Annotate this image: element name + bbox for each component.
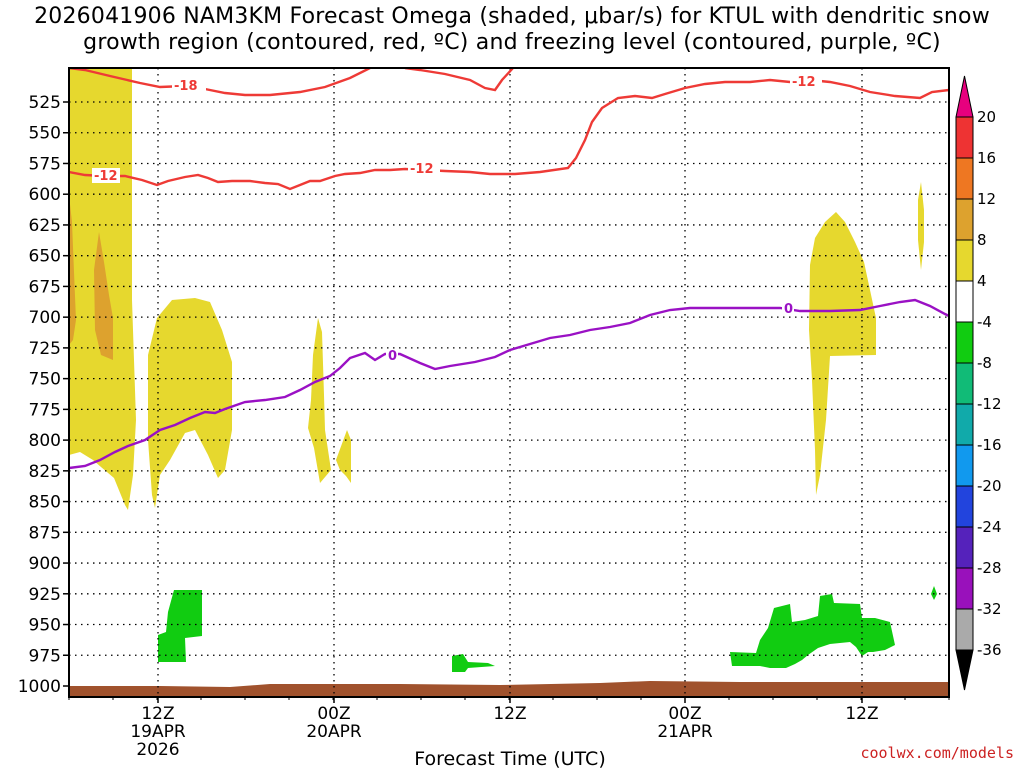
y-tick-label: 800 xyxy=(29,431,61,451)
omega-area-green-west xyxy=(158,590,202,662)
y-tick-label: 650 xyxy=(29,247,61,267)
colorbar-label: -8 xyxy=(977,354,992,372)
y-tick-label: 725 xyxy=(29,339,61,359)
terrain-surface xyxy=(69,681,949,697)
colorbar-top-arrow xyxy=(955,75,974,118)
colorbar-label: -32 xyxy=(977,600,1002,618)
colorbar-swatch xyxy=(955,362,974,405)
colorbar-bottom-arrow xyxy=(955,649,974,691)
omega-area-west-lobe xyxy=(148,298,232,508)
y-tick-label: 550 xyxy=(29,124,61,144)
omega-area-east-column xyxy=(809,212,876,495)
omega-area-midday-streak xyxy=(308,318,331,483)
omega-area-green-speck xyxy=(931,586,937,600)
y-axis: 525 550 575 600 625 650 675 700 725 750 775 800 825 8… xyxy=(18,93,69,697)
colorbar-swatch xyxy=(955,485,974,528)
omega-area-east-sliver xyxy=(918,182,924,270)
omega-shading-yellow xyxy=(69,68,924,510)
y-tick-label: 850 xyxy=(29,493,61,513)
omega-shading-orange xyxy=(69,195,113,360)
x-tick-label: 12Z xyxy=(493,704,526,724)
x-axis-title: Forecast Time (UTC) xyxy=(414,748,605,768)
colorbar-label: -24 xyxy=(977,518,1002,536)
y-tick-label: 525 xyxy=(29,93,61,113)
x-tick-label: 20APR xyxy=(306,722,362,742)
y-tick-label: 875 xyxy=(29,523,61,543)
colorbar-label: -36 xyxy=(977,641,1002,659)
chart-title-line1: 2026041906 NAM3KM Forecast Omega (shaded… xyxy=(34,4,990,29)
chart-title: 2026041906 NAM3KM Forecast Omega (shaded… xyxy=(0,4,1024,56)
credit-text: coolwx.com/models xyxy=(860,744,1014,762)
colorbar-swatch xyxy=(955,444,974,487)
contour-label-zero-b: 0 xyxy=(784,302,793,317)
omega-shading-green xyxy=(158,586,937,672)
colorbar-swatch xyxy=(955,321,974,364)
contour-label-minus12-a: -12 xyxy=(94,169,118,184)
colorbar-label: -16 xyxy=(977,436,1002,454)
colorbar-swatch xyxy=(955,567,974,610)
y-tick-label: 675 xyxy=(29,277,61,297)
x-tick-label: 12Z xyxy=(141,704,174,724)
y-tick-label: 750 xyxy=(29,370,61,390)
x-tick-label: 19APR xyxy=(130,722,186,742)
y-tick-label: 775 xyxy=(29,400,61,420)
colorbar-label: 12 xyxy=(977,190,996,208)
y-tick-label: 925 xyxy=(29,585,61,605)
y-tick-label: 625 xyxy=(29,216,61,236)
colorbar-label: -12 xyxy=(977,395,1002,413)
y-tick-label: 975 xyxy=(29,646,61,666)
omega-area-core-lobe xyxy=(94,232,113,360)
omega-area-core-west xyxy=(69,195,76,345)
contour-label-minus12-b: -12 xyxy=(410,162,434,177)
colorbar-swatch xyxy=(955,198,974,241)
colorbar-swatch xyxy=(955,157,974,200)
dgz-contour-minus18 xyxy=(69,68,514,97)
colorbar-swatch xyxy=(955,116,974,159)
colorbar: 20 16 12 8 4 -4 -8 -12 -16 -20 -24 -28 -32 -36 xyxy=(955,75,1002,691)
y-tick-label: 700 xyxy=(29,308,61,328)
colorbar-swatch xyxy=(955,239,974,282)
x-tick-label: 12Z xyxy=(845,704,878,724)
colorbar-label: -28 xyxy=(977,559,1002,577)
x-tick-label: 00Z xyxy=(317,704,350,724)
contour-label-zero-a: 0 xyxy=(388,349,397,364)
contour-label-minus18: -18 xyxy=(174,79,198,94)
colorbar-label: 16 xyxy=(977,149,996,167)
colorbar-label: -4 xyxy=(977,313,992,331)
colorbar-label: 8 xyxy=(977,231,987,249)
chart-title-line2: growth region (contoured, red, ºC) and f… xyxy=(83,30,941,55)
y-tick-label: 950 xyxy=(29,616,61,636)
x-tick-label: 21APR xyxy=(657,722,713,742)
colorbar-label: 20 xyxy=(977,108,996,126)
contour-label-minus12-c: -12 xyxy=(792,75,816,90)
y-tick-label: 600 xyxy=(29,185,61,205)
x-tick-label: 2026 xyxy=(136,740,179,760)
omega-area-green-east xyxy=(730,594,895,668)
y-tick-label: 1000 xyxy=(18,677,61,697)
colorbar-swatch xyxy=(955,403,974,446)
omega-area-green-mid xyxy=(452,654,495,672)
colorbar-label: 4 xyxy=(977,272,987,290)
plot-area: -18 -12 -12 -12 0 0 xyxy=(69,68,949,697)
colorbar-label: -20 xyxy=(977,477,1002,495)
colorbar-swatch xyxy=(955,526,974,569)
y-tick-label: 575 xyxy=(29,154,61,174)
colorbar-swatch xyxy=(955,608,974,651)
contour-labels: -18 -12 -12 -12 0 0 xyxy=(92,74,822,364)
grid-lines xyxy=(69,68,949,697)
dgz-contour-minus12 xyxy=(69,78,949,191)
colorbar-swatch xyxy=(955,280,974,323)
omega-area-small-streak xyxy=(336,430,351,483)
y-tick-label: 900 xyxy=(29,554,61,574)
y-tick-label: 825 xyxy=(29,462,61,482)
x-tick-label: 00Z xyxy=(668,704,701,724)
